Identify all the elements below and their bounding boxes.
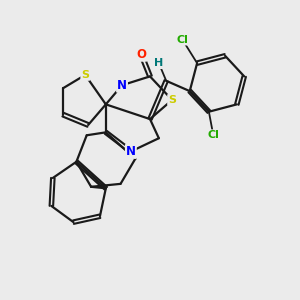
Text: N: N	[126, 145, 136, 158]
Text: Cl: Cl	[176, 34, 188, 45]
Text: H: H	[154, 58, 164, 68]
Text: S: S	[168, 95, 176, 105]
Text: O: O	[136, 48, 146, 61]
Text: N: N	[117, 79, 127, 92]
Text: S: S	[81, 70, 89, 80]
Text: Cl: Cl	[207, 130, 219, 140]
